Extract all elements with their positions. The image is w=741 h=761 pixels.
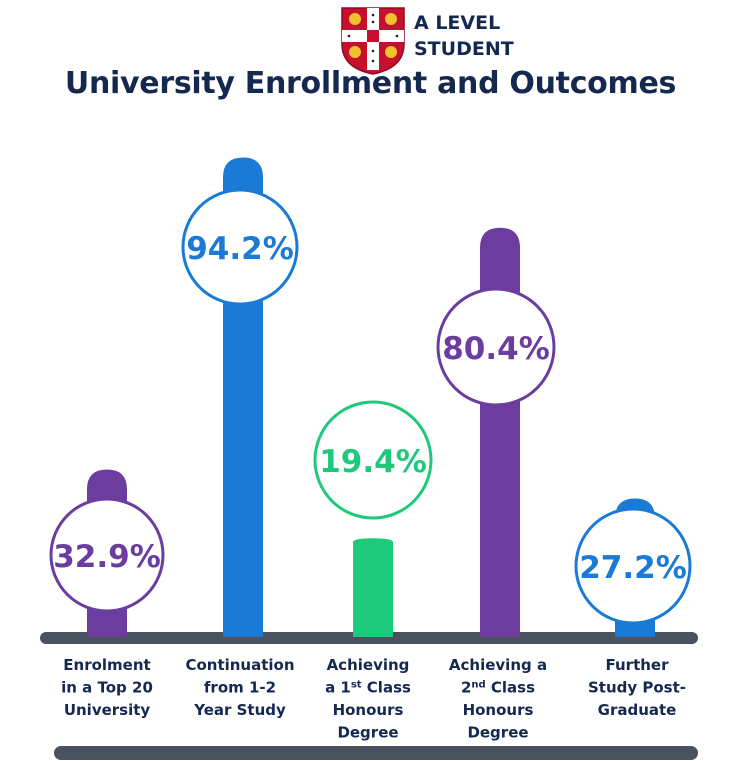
- value-circle-2: [181, 188, 299, 306]
- category-label-5: Further Study Post-Graduate: [588, 656, 686, 719]
- brand-line-2: STUDENT: [414, 38, 514, 60]
- category-label-4: Achieving a 2nd Class Honours Degree: [449, 656, 547, 742]
- data-label-4: 80.4%: [442, 331, 550, 367]
- data-label-3: 19.4%: [319, 444, 427, 480]
- value-circle-3: [313, 400, 433, 520]
- data-label-5: 27.2%: [579, 550, 687, 586]
- chart-title: University Enrollment and Outcomes: [64, 66, 677, 101]
- value-circle-4: [436, 287, 556, 407]
- brand-text: A LEVEL STUDENT: [414, 10, 514, 62]
- coat-of-arms-logo: [341, 7, 405, 75]
- category-label-3: Achieving a 1st Class Honours Degree: [325, 656, 411, 742]
- x-axis-line: [40, 632, 698, 644]
- data-label-2: 94.2%: [186, 231, 294, 267]
- category-label-1: Enrolment in a Top 20 University: [61, 656, 153, 719]
- value-circle-5: [574, 507, 692, 625]
- value-circle-1: [49, 497, 165, 613]
- data-label-1: 32.9%: [53, 539, 161, 575]
- bottom-rule: [54, 746, 698, 760]
- brand-line-1: A LEVEL: [414, 12, 501, 34]
- bar-3: [353, 538, 393, 637]
- category-label-2: Continuation from 1-2 Year Study: [185, 656, 294, 719]
